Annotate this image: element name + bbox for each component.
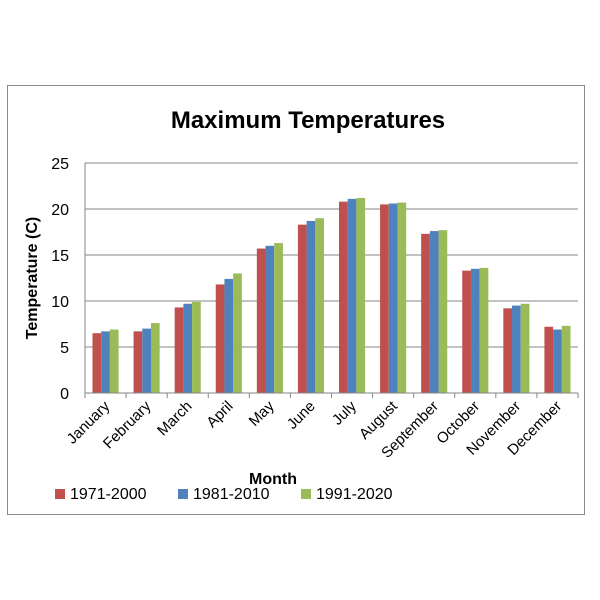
y-tick-label: 15 [51, 248, 69, 265]
bar [150, 323, 160, 393]
bar [265, 245, 275, 393]
bar [101, 331, 110, 393]
legend-label: 1981-2010 [193, 486, 270, 503]
bar [315, 218, 325, 393]
bars [92, 197, 571, 393]
y-tick-label: 20 [51, 202, 69, 219]
bar [256, 248, 266, 393]
bar [109, 329, 119, 393]
bar [183, 303, 193, 393]
bar [215, 284, 225, 393]
chart-title: Maximum Temperatures [171, 107, 445, 134]
y-tick-label: 0 [60, 386, 69, 403]
y-axis-title: Temperature (C) [24, 217, 41, 339]
bar [174, 307, 184, 393]
bar [192, 301, 201, 393]
bar [133, 331, 143, 393]
bar [503, 308, 513, 393]
x-tick-label: April [203, 398, 236, 431]
x-tick-label: June [284, 398, 319, 433]
bar [338, 201, 348, 393]
legend-swatch [55, 489, 65, 499]
bar [429, 231, 439, 393]
chart-frame [7, 85, 585, 515]
bar [470, 268, 480, 393]
bar [92, 333, 102, 393]
legend-swatch [178, 489, 188, 499]
bar [274, 243, 283, 393]
bar [438, 230, 448, 393]
legend-label: 1991-2020 [316, 486, 393, 503]
bar [421, 233, 430, 393]
bar [520, 303, 530, 393]
bar [224, 278, 234, 393]
y-tick-label: 5 [60, 340, 69, 357]
bar [388, 203, 398, 393]
bar [553, 329, 562, 393]
x-axis-title: Month [249, 471, 297, 488]
bar [142, 328, 151, 393]
bar [297, 224, 307, 393]
x-tick-label: July [329, 397, 360, 428]
x-tick-label: March [154, 398, 195, 439]
bar [462, 270, 471, 393]
bar [233, 273, 242, 393]
bar [561, 325, 571, 393]
bar [512, 305, 521, 393]
x-tick-label: May [246, 397, 278, 429]
legend-label: 1971-2000 [70, 486, 147, 503]
bar [397, 202, 407, 393]
legend-swatch [301, 489, 311, 499]
gridlines [85, 162, 578, 348]
bar [380, 204, 389, 393]
y-tick-labels: 0 5 10 15 20 25 [51, 156, 69, 403]
bar [544, 326, 554, 393]
legend: 1971-2000 1981-2010 1991-2020 [55, 486, 393, 503]
y-tick-label: 25 [51, 156, 69, 173]
bar [306, 220, 316, 393]
bar [347, 198, 357, 393]
bar [479, 267, 489, 393]
y-tick-label: 10 [51, 294, 69, 311]
bar [356, 197, 366, 393]
